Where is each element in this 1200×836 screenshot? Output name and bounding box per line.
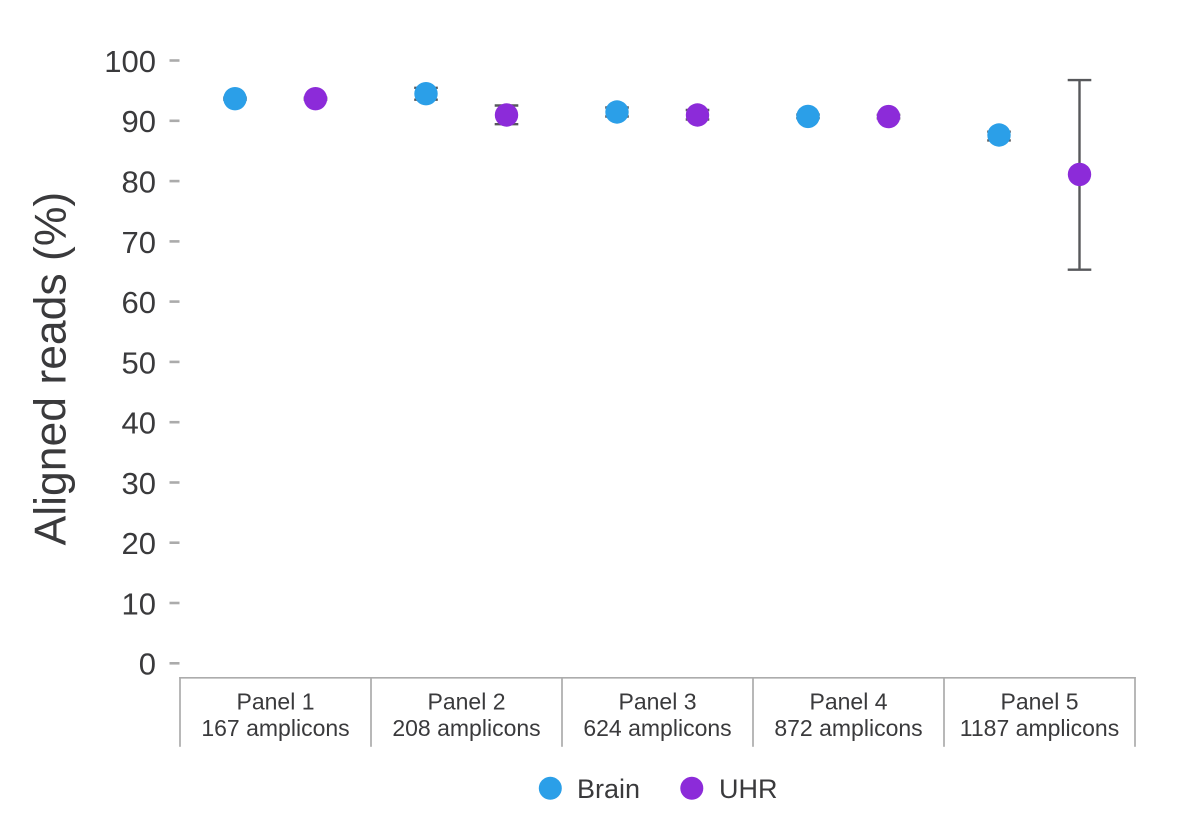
svg-text:90: 90 [122,104,156,139]
svg-text:Aligned reads (%): Aligned reads (%) [27,192,76,546]
svg-text:Panel 4: Panel 4 [809,688,887,714]
svg-text:872 amplicons: 872 amplicons [774,715,922,741]
svg-text:30: 30 [122,466,156,501]
svg-text:40: 40 [122,406,156,441]
svg-text:624 amplicons: 624 amplicons [583,715,731,741]
svg-text:Panel 2: Panel 2 [427,688,505,714]
svg-text:60: 60 [122,285,156,320]
svg-text:167 amplicons: 167 amplicons [201,715,349,741]
svg-text:Panel 1: Panel 1 [236,688,314,714]
svg-text:100: 100 [104,44,156,79]
svg-text:1187 amplicons: 1187 amplicons [960,715,1119,741]
svg-text:Panel 5: Panel 5 [1000,688,1078,714]
svg-text:UHR: UHR [719,774,778,804]
svg-text:Panel 3: Panel 3 [618,688,696,714]
svg-text:50: 50 [122,345,156,380]
svg-text:208 amplicons: 208 amplicons [392,715,540,741]
svg-text:10: 10 [122,586,156,621]
svg-text:80: 80 [122,165,156,200]
svg-text:20: 20 [122,526,156,561]
svg-text:0: 0 [139,647,156,682]
svg-text:70: 70 [122,225,156,260]
svg-text:Brain: Brain [577,774,640,804]
